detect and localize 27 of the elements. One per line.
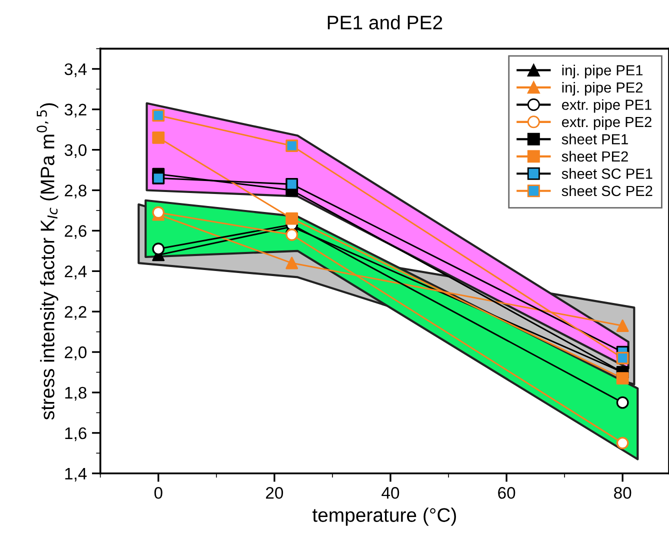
y-tick-label: 3,0 xyxy=(64,144,87,158)
y-tick-label: 3,2 xyxy=(64,104,86,118)
y-tick-label: 1,8 xyxy=(65,386,86,401)
chart-title: PE1 and PE2 xyxy=(328,15,442,30)
legend-label: sheet SC PE1 xyxy=(562,168,652,179)
y-axis-title: stress intensity factor K$_{Ic}$ (MPa m$^{0,5}$) xyxy=(36,103,58,420)
legend-label: sheet PE1 xyxy=(562,134,628,144)
x-axis-title: temperature (°C) xyxy=(312,508,456,526)
y-tick-label: 2,4 xyxy=(64,266,87,280)
x-tick-label: 80 xyxy=(614,487,632,499)
y-tick-label: 2,2 xyxy=(64,306,86,320)
legend-label: sheet PE2 xyxy=(562,150,628,162)
x-tick-label: 40 xyxy=(382,487,400,499)
legend-label: inj. pipe PE1 xyxy=(562,64,643,78)
y-tick-label: 1,4 xyxy=(65,468,87,482)
x-tick-label: 60 xyxy=(498,487,516,499)
y-tick-label: 2,8 xyxy=(64,184,86,198)
legend-label: extr. pipe PE1 xyxy=(562,99,652,113)
y-tick-label: 1,6 xyxy=(65,427,86,442)
x-tick-label: 0 xyxy=(154,487,162,499)
legend-label: inj. pipe PE2 xyxy=(562,82,643,96)
x-tick-label: 20 xyxy=(266,487,284,499)
y-tick-label: 2,0 xyxy=(64,346,87,360)
legend-label: sheet SC PE2 xyxy=(562,185,652,196)
y-tick-label: 3,4 xyxy=(64,63,87,78)
legend-label: extr. pipe PE2 xyxy=(562,116,652,130)
y-tick-label: 2,6 xyxy=(64,225,86,239)
